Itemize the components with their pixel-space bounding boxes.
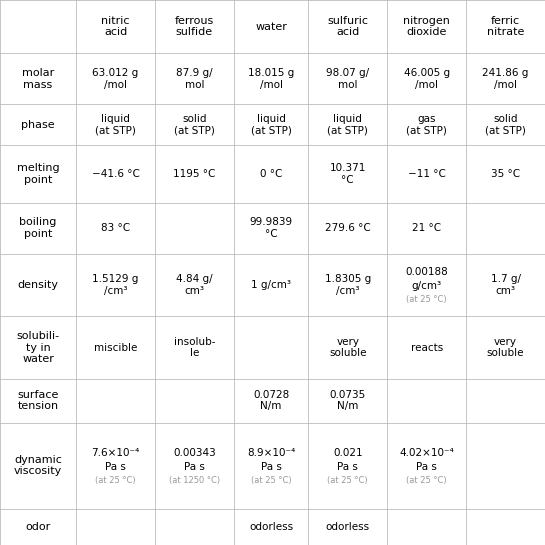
Text: very
soluble: very soluble [487,337,524,358]
Text: water: water [255,22,287,32]
Text: Pa s: Pa s [337,462,358,472]
Text: 0.0735
N/m: 0.0735 N/m [330,390,366,411]
Text: (at 1250 °C): (at 1250 °C) [169,476,220,485]
Text: solubili-
ty in
water: solubili- ty in water [16,331,59,364]
Text: 83 °C: 83 °C [101,223,130,233]
Text: liquid
(at STP): liquid (at STP) [251,114,292,136]
Text: insolub-
le: insolub- le [174,337,215,358]
Text: 241.86 g
/mol: 241.86 g /mol [482,68,529,89]
Text: odor: odor [26,522,51,532]
Text: 98.07 g/
mol: 98.07 g/ mol [326,68,370,89]
Text: 21 °C: 21 °C [412,223,441,233]
Text: solid
(at STP): solid (at STP) [174,114,215,136]
Text: molar
mass: molar mass [22,68,54,89]
Text: 4.02×10⁻⁴: 4.02×10⁻⁴ [399,447,454,457]
Text: reacts: reacts [410,342,443,353]
Text: Pa s: Pa s [105,462,126,472]
Text: Pa s: Pa s [261,462,282,472]
Text: −11 °C: −11 °C [408,169,446,179]
Text: solid
(at STP): solid (at STP) [485,114,526,136]
Text: 1195 °C: 1195 °C [173,169,216,179]
Text: ferrous
sulfide: ferrous sulfide [175,16,214,38]
Text: liquid
(at STP): liquid (at STP) [328,114,368,136]
Text: sulfuric
acid: sulfuric acid [328,16,368,38]
Text: odorless: odorless [326,522,370,532]
Text: miscible: miscible [94,342,137,353]
Text: very
soluble: very soluble [329,337,367,358]
Text: gas
(at STP): gas (at STP) [406,114,447,136]
Text: 0.00343: 0.00343 [173,447,216,457]
Text: 4.84 g/
cm³: 4.84 g/ cm³ [176,274,213,296]
Text: −41.6 °C: −41.6 °C [92,169,140,179]
Text: 0.0728
N/m: 0.0728 N/m [253,390,289,411]
Text: 99.9839
°C: 99.9839 °C [250,217,293,239]
Text: density: density [17,280,58,290]
Text: dynamic
viscosity: dynamic viscosity [14,455,62,476]
Text: (at 25 °C): (at 25 °C) [328,476,368,485]
Text: 63.012 g
/mol: 63.012 g /mol [93,68,138,89]
Text: 0 °C: 0 °C [260,169,282,179]
Text: 1 g/cm³: 1 g/cm³ [251,280,291,290]
Text: g/cm³: g/cm³ [411,281,442,292]
Text: phase: phase [21,120,55,130]
Text: surface
tension: surface tension [17,390,59,411]
Text: Pa s: Pa s [416,462,437,472]
Text: 0.00188: 0.00188 [405,267,448,277]
Text: 1.8305 g
/cm³: 1.8305 g /cm³ [325,274,371,296]
Text: odorless: odorless [249,522,293,532]
Text: 35 °C: 35 °C [491,169,520,179]
Text: 8.9×10⁻⁴: 8.9×10⁻⁴ [247,447,295,457]
Text: melting
point: melting point [17,163,59,185]
Text: 279.6 °C: 279.6 °C [325,223,371,233]
Text: boiling
point: boiling point [20,217,57,239]
Text: (at 25 °C): (at 25 °C) [95,476,136,485]
Text: 1.5129 g
/cm³: 1.5129 g /cm³ [92,274,139,296]
Text: (at 25 °C): (at 25 °C) [251,476,292,485]
Text: 46.005 g
/mol: 46.005 g /mol [404,68,450,89]
Text: nitric
acid: nitric acid [101,16,130,38]
Text: 10.371
°C: 10.371 °C [330,163,366,185]
Text: ferric
nitrate: ferric nitrate [487,16,524,38]
Text: nitrogen
dioxide: nitrogen dioxide [403,16,450,38]
Text: (at 25 °C): (at 25 °C) [407,476,447,485]
Text: 1.7 g/
cm³: 1.7 g/ cm³ [490,274,520,296]
Text: 0.021: 0.021 [333,447,362,457]
Text: Pa s: Pa s [184,462,205,472]
Text: liquid
(at STP): liquid (at STP) [95,114,136,136]
Text: 18.015 g
/mol: 18.015 g /mol [248,68,294,89]
Text: 7.6×10⁻⁴: 7.6×10⁻⁴ [92,447,140,457]
Text: 87.9 g/
mol: 87.9 g/ mol [176,68,213,89]
Text: (at 25 °C): (at 25 °C) [407,295,447,304]
